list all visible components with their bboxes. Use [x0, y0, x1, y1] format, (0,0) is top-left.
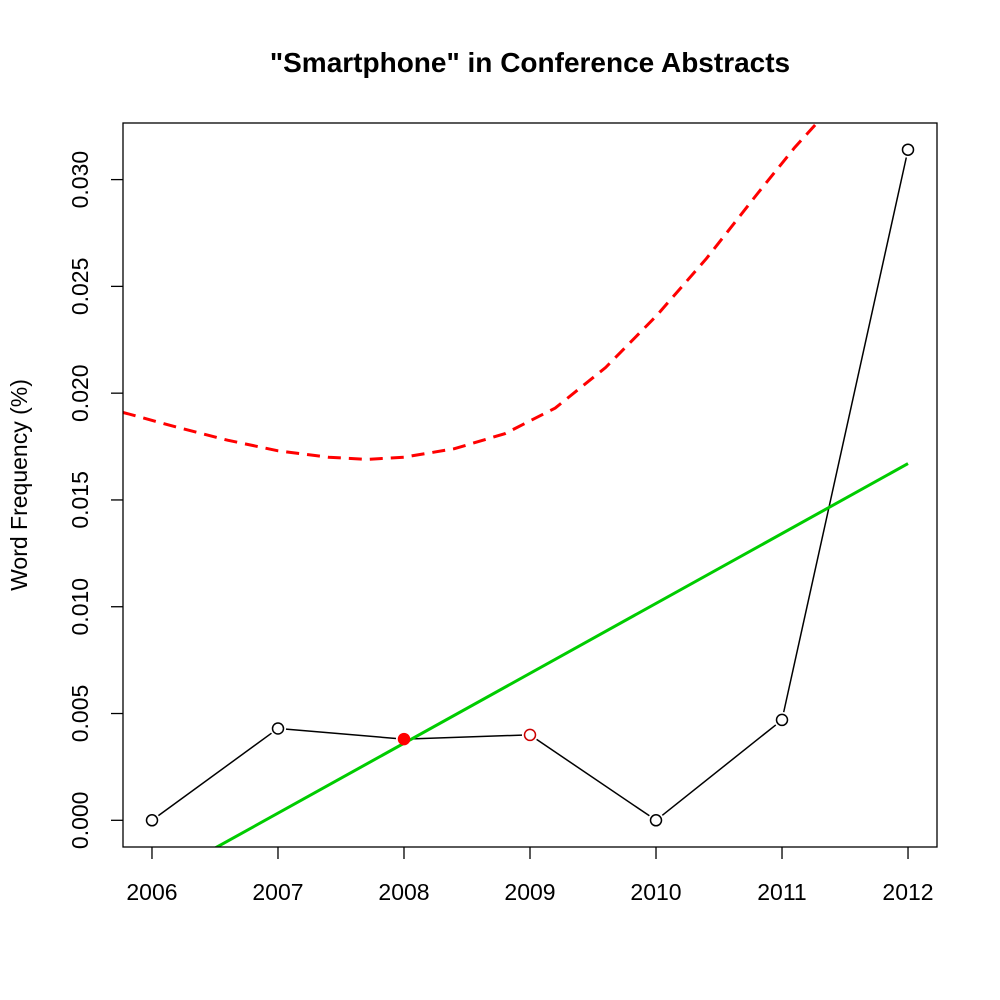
data-point [397, 732, 411, 746]
data-point [649, 814, 663, 827]
series-layer [123, 123, 909, 847]
trend-line [214, 462, 909, 847]
y-tick-label: 0.030 [67, 151, 93, 209]
data-segment [285, 728, 397, 740]
y-axis-title: Word Frequency (%) [6, 379, 32, 591]
y-tick-label: 0.000 [67, 792, 93, 850]
data-point [901, 143, 915, 156]
x-tick-label: 2007 [252, 879, 303, 905]
data-point [145, 814, 159, 827]
dashed-curve [123, 123, 819, 461]
x-tick-label: 2006 [126, 879, 177, 905]
data-segment [661, 724, 777, 816]
x-axis: 2006 2007 2008 2009 2010 2011 2012 [126, 847, 934, 905]
y-axis: 0.000 0.005 0.010 0.015 0.020 0.025 0.030 [67, 151, 123, 849]
data-segment [536, 738, 650, 817]
points-layer [145, 143, 915, 827]
x-tick-label: 2012 [882, 879, 933, 905]
data-segment [411, 734, 523, 740]
data-segment [157, 732, 272, 817]
x-tick-label: 2011 [757, 879, 806, 905]
data-point [271, 722, 285, 735]
data-point [775, 713, 789, 727]
y-tick-label: 0.015 [67, 471, 93, 529]
y-tick-label: 0.005 [67, 685, 93, 743]
y-tick-label: 0.025 [67, 258, 93, 316]
data-segment [782, 157, 908, 713]
x-tick-label: 2010 [630, 879, 681, 905]
y-tick-label: 0.010 [67, 578, 93, 636]
x-tick-label: 2008 [378, 879, 429, 905]
chart-title: "Smartphone" in Conference Abstracts [270, 47, 790, 78]
x-tick-label: 2009 [504, 879, 555, 905]
y-tick-label: 0.020 [67, 364, 93, 422]
data-point [523, 728, 537, 742]
